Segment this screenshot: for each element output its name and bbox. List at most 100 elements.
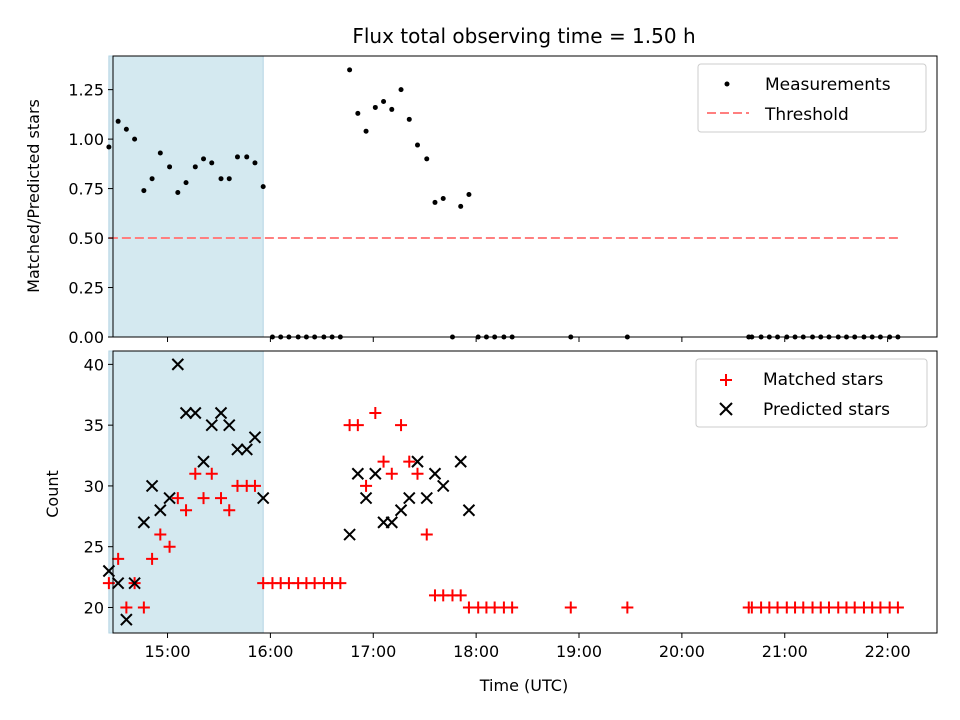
matched-star-point bbox=[180, 504, 193, 517]
predicted-star-point bbox=[137, 516, 151, 529]
predicted-star-point bbox=[163, 491, 176, 505]
measurement-point bbox=[132, 136, 138, 142]
measurement-point bbox=[157, 150, 163, 156]
y-tick-label: 20 bbox=[84, 598, 104, 617]
predicted-star-point bbox=[171, 358, 185, 371]
matched-star-point bbox=[564, 601, 577, 614]
predicted-star-point bbox=[120, 613, 133, 626]
measurement-point bbox=[115, 118, 121, 124]
matched-star-point bbox=[197, 492, 210, 505]
matched-star-point bbox=[351, 419, 364, 432]
x-tick-label: 20:00 bbox=[659, 642, 705, 661]
predicted-star-point bbox=[248, 431, 262, 444]
measurement-point bbox=[355, 110, 361, 116]
predicted-star-point bbox=[223, 418, 236, 432]
top-panel: Flux total observing time = 1.50 h Match… bbox=[24, 24, 938, 347]
x-tick-label: 15:00 bbox=[144, 642, 190, 661]
measurement-point bbox=[424, 156, 430, 162]
measurement-point bbox=[372, 104, 378, 110]
matched-star-point bbox=[403, 455, 416, 468]
measurement-point bbox=[149, 176, 155, 182]
matched-star-point bbox=[891, 601, 904, 614]
y-tick-label: 0.00 bbox=[68, 328, 104, 347]
x-tick-label: 22:00 bbox=[865, 642, 911, 661]
matched-star-point bbox=[146, 552, 159, 565]
measurement-point bbox=[389, 106, 395, 112]
predicted-star-point bbox=[197, 455, 210, 468]
predicted-star-point bbox=[256, 491, 270, 505]
legend-label-threshold: Threshold bbox=[764, 105, 849, 125]
legend-label-measurements: Measurements bbox=[765, 75, 891, 95]
y-tick-label: 25 bbox=[84, 538, 104, 557]
matched-star-point bbox=[334, 577, 347, 590]
measurement-point bbox=[192, 164, 198, 170]
matched-star-point bbox=[360, 479, 373, 492]
chart-title: Flux total observing time = 1.50 h bbox=[352, 24, 695, 48]
matched-star-point bbox=[420, 528, 433, 541]
predicted-star-point bbox=[369, 467, 382, 480]
predicted-star-point bbox=[214, 406, 228, 420]
bottom-y-ticks: 20 25 30 35 40 bbox=[84, 355, 113, 617]
bottom-panel: Count Time (UTC) 20 25 30 35 40 15:00 16:00 17… bbox=[43, 350, 938, 695]
matched-star-point bbox=[171, 492, 184, 505]
matched-star-point bbox=[506, 601, 519, 614]
predicted-star-point bbox=[428, 467, 442, 480]
predicted-star-point bbox=[351, 467, 365, 480]
measurement-point bbox=[363, 128, 369, 134]
x-tick-label: 16:00 bbox=[247, 642, 293, 661]
measurement-point bbox=[209, 160, 215, 166]
measurement-point bbox=[183, 180, 189, 186]
matched-star-point bbox=[385, 467, 398, 480]
measurement-point bbox=[406, 116, 412, 122]
predicted-star-point bbox=[240, 443, 253, 456]
x-tick-label: 18:00 bbox=[453, 642, 499, 661]
x-tick-label: 21:00 bbox=[762, 642, 808, 661]
legend-label-matched: Matched stars bbox=[763, 370, 883, 390]
predicted-star-point bbox=[343, 528, 356, 541]
matched-star-point bbox=[154, 528, 167, 541]
matched-star-point bbox=[454, 589, 467, 602]
bottom-plot-frame bbox=[112, 350, 938, 634]
matched-star-point bbox=[369, 406, 382, 419]
legend-marker-matched bbox=[720, 374, 732, 386]
measurement-point bbox=[167, 164, 173, 170]
predicted-star-point bbox=[231, 443, 244, 456]
measurement-point bbox=[226, 176, 232, 182]
measurement-point bbox=[141, 188, 147, 194]
measurement-point bbox=[260, 184, 266, 190]
predicted-star-point bbox=[128, 576, 141, 590]
matched-star-point bbox=[205, 467, 218, 480]
predicted-star-point bbox=[411, 455, 424, 468]
measurement-point bbox=[381, 99, 387, 105]
measurement-point bbox=[106, 144, 112, 150]
y-tick-label: 0.25 bbox=[68, 279, 104, 298]
matched-star-point bbox=[248, 479, 261, 492]
bottom-legend: Matched stars Predicted stars bbox=[695, 358, 928, 428]
top-y-ticks: 0.00 0.25 0.50 0.75 1.00 1.25 bbox=[68, 81, 113, 347]
predicted-star-point bbox=[462, 504, 476, 517]
measurement-point bbox=[252, 160, 258, 166]
measurement-point bbox=[458, 203, 464, 209]
matched-star-point bbox=[377, 455, 390, 468]
measurement-point bbox=[218, 176, 224, 182]
measurement-point bbox=[432, 199, 438, 205]
matched-star-point bbox=[189, 467, 202, 480]
observing-window-shade bbox=[108, 350, 264, 634]
x-tick-label: 19:00 bbox=[556, 642, 602, 661]
y-axis-label-count: Count bbox=[43, 470, 62, 518]
bottom-data-marks bbox=[102, 358, 904, 626]
predicted-star-point bbox=[179, 406, 193, 420]
measurement-point bbox=[440, 195, 446, 201]
matched-star-point bbox=[112, 552, 125, 565]
measurement-point bbox=[244, 154, 250, 160]
top-plot-frame bbox=[112, 55, 938, 338]
measurement-point bbox=[234, 154, 240, 160]
y-tick-label: 0.50 bbox=[68, 229, 104, 248]
predicted-star-point bbox=[359, 491, 373, 505]
matched-star-point bbox=[215, 492, 228, 505]
predicted-star-point bbox=[403, 491, 416, 505]
measurement-point bbox=[123, 126, 129, 132]
y-tick-label: 1.25 bbox=[68, 81, 104, 100]
predicted-star-point bbox=[205, 418, 218, 432]
predicted-star-point bbox=[394, 504, 408, 517]
